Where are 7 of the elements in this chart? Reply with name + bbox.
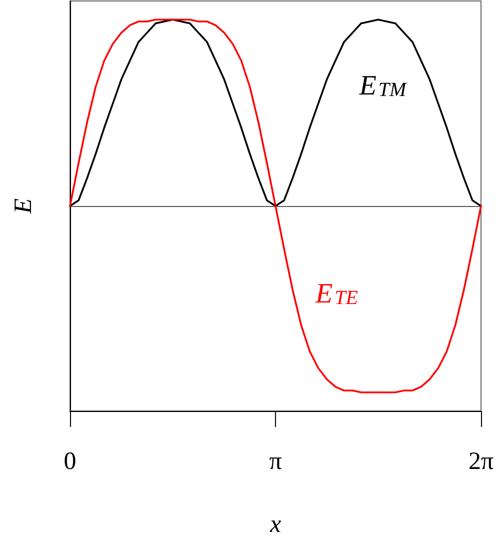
series-label: ETE xyxy=(314,278,358,310)
x-tick-label: 0 xyxy=(64,448,76,475)
series-label: ETM xyxy=(358,70,408,102)
x-tick-label: π xyxy=(269,448,282,475)
x-tick-label: 2π xyxy=(468,448,494,475)
x-axis-title: x xyxy=(268,511,282,538)
y-axis-title: E xyxy=(10,198,37,215)
